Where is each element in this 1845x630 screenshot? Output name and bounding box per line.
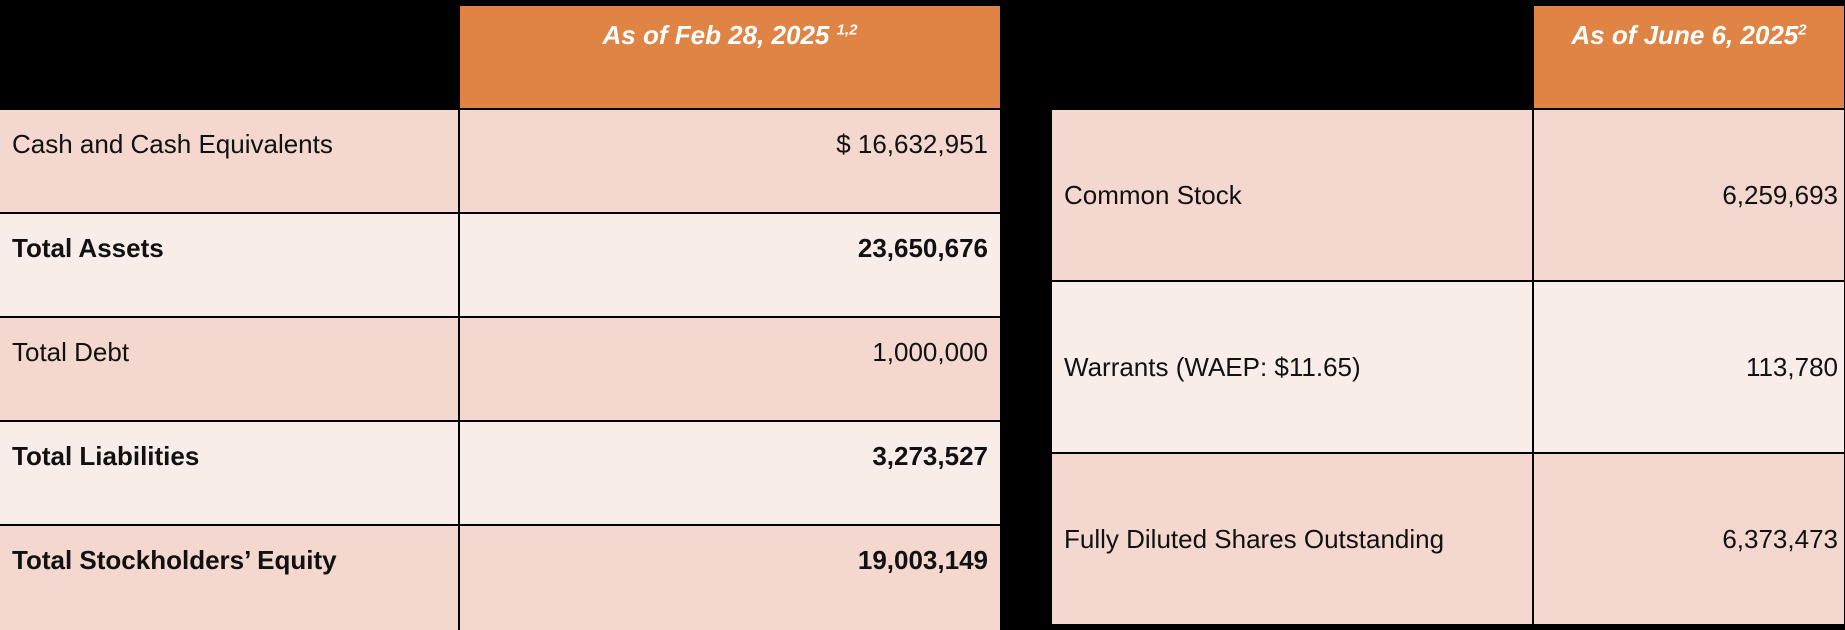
header-empty-cell bbox=[0, 6, 458, 108]
row-label-total-debt: Total Debt bbox=[0, 318, 458, 420]
column-header-feb-2025: As of Feb 28, 2025 1,2 bbox=[460, 6, 1000, 108]
row-label-fully-diluted: Fully Diluted Shares Outstanding bbox=[1052, 454, 1532, 624]
header-footnote: 2 bbox=[1798, 21, 1807, 39]
row-label-total-liabilities: Total Liabilities bbox=[0, 422, 458, 524]
balance-sheet-table: As of Feb 28, 2025 1,2 Cash and Cash Equ… bbox=[0, 6, 1000, 630]
row-label-stockholders-equity: Total Stockholders’ Equity bbox=[0, 526, 458, 630]
row-value-total-assets: 23,650,676 bbox=[460, 214, 1000, 316]
capitalization-table: As of June 6, 20252 Common Stock 6,259,6… bbox=[1052, 6, 1845, 624]
row-value-cash: $ 16,632,951 bbox=[460, 110, 1000, 212]
row-value-common-stock: 6,259,693 bbox=[1534, 110, 1844, 280]
row-label-cash: Cash and Cash Equivalents bbox=[0, 110, 458, 212]
row-value-warrants: 113,780 bbox=[1534, 282, 1844, 452]
row-label-warrants: Warrants (WAEP: $11.65) bbox=[1052, 282, 1532, 452]
row-value-stockholders-equity: 19,003,149 bbox=[460, 526, 1000, 630]
column-header-june-2025: As of June 6, 20252 bbox=[1534, 6, 1844, 108]
row-value-total-debt: 1,000,000 bbox=[460, 318, 1000, 420]
row-value-fully-diluted: 6,373,473 bbox=[1534, 454, 1844, 624]
header-footnote: 1,2 bbox=[836, 21, 858, 39]
row-label-common-stock: Common Stock bbox=[1052, 110, 1532, 280]
row-label-total-assets: Total Assets bbox=[0, 214, 458, 316]
row-value-total-liabilities: 3,273,527 bbox=[460, 422, 1000, 524]
header-empty-cell bbox=[1052, 6, 1532, 108]
